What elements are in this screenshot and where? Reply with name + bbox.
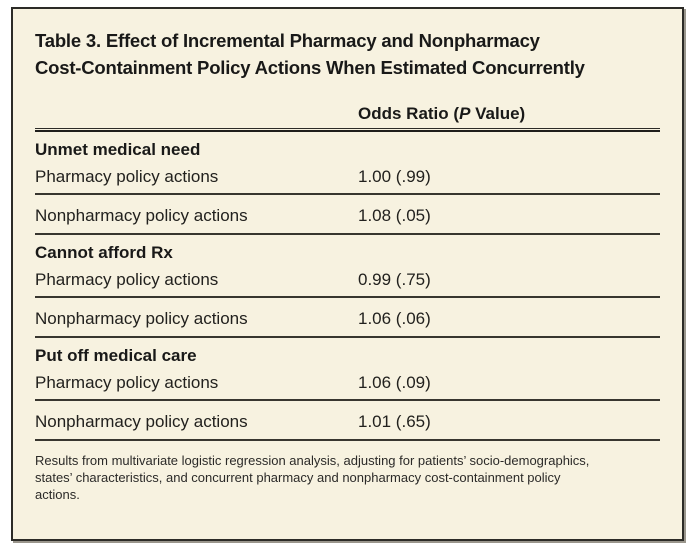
row-divider (35, 399, 660, 401)
row-label: Pharmacy policy actions (35, 167, 219, 186)
section-divider (35, 233, 660, 235)
table-row: Nonpharmacy policy actions 1.01 (.65) (35, 401, 660, 430)
row-label: Pharmacy policy actions (35, 270, 219, 289)
column-header-row: Odds Ratio (P Value) (35, 105, 660, 122)
table-row: Pharmacy policy actions 1.06 (.09) (35, 364, 660, 391)
table-footnote: Results from multivariate logistic regre… (35, 452, 660, 503)
row-value: 1.01 (.65) (358, 412, 431, 431)
row-label: Nonpharmacy policy actions (35, 206, 248, 225)
footnote-line-3: actions. (35, 487, 80, 502)
row-value: 0.99 (.75) (358, 270, 431, 289)
column-header-pre: Odds Ratio ( (358, 104, 460, 123)
row-divider (35, 193, 660, 195)
table-title-line-2: Cost-Containment Policy Actions When Est… (35, 57, 585, 78)
column-header-odds-ratio: Odds Ratio (P Value) (358, 105, 525, 122)
row-value: 1.06 (.09) (358, 373, 431, 392)
section-heading-cannot-afford-rx: Cannot afford Rx (35, 243, 173, 262)
footnote-line-2: states’ characteristics, and concurrent … (35, 470, 561, 485)
footnote-line-1: Results from multivariate logistic regre… (35, 453, 590, 468)
section-heading-unmet-medical-need: Unmet medical need (35, 140, 201, 159)
row-label: Nonpharmacy policy actions (35, 309, 248, 328)
header-double-rule (35, 128, 660, 132)
section-divider (35, 336, 660, 338)
table-row: Nonpharmacy policy actions 1.06 (.06) (35, 298, 660, 327)
table-title-line-1: Table 3. Effect of Incremental Pharmacy … (35, 30, 540, 51)
table-bottom-rule (35, 439, 660, 441)
table-card: Table 3. Effect of Incremental Pharmacy … (11, 7, 684, 541)
row-label: Nonpharmacy policy actions (35, 412, 248, 431)
column-header-post: Value) (470, 104, 526, 123)
table-row: Nonpharmacy policy actions 1.08 (.05) (35, 195, 660, 224)
column-header-p-italic: P (459, 104, 471, 123)
table-title: Table 3. Effect of Incremental Pharmacy … (35, 27, 660, 81)
table-row: Pharmacy policy actions 1.00 (.99) (35, 158, 660, 185)
row-value: 1.00 (.99) (358, 167, 431, 186)
row-value: 1.08 (.05) (358, 206, 431, 225)
table-row: Pharmacy policy actions 0.99 (.75) (35, 261, 660, 288)
row-label: Pharmacy policy actions (35, 373, 219, 392)
row-value: 1.06 (.06) (358, 309, 431, 328)
row-divider (35, 296, 660, 298)
section-heading-put-off-medical-care: Put off medical care (35, 346, 197, 365)
